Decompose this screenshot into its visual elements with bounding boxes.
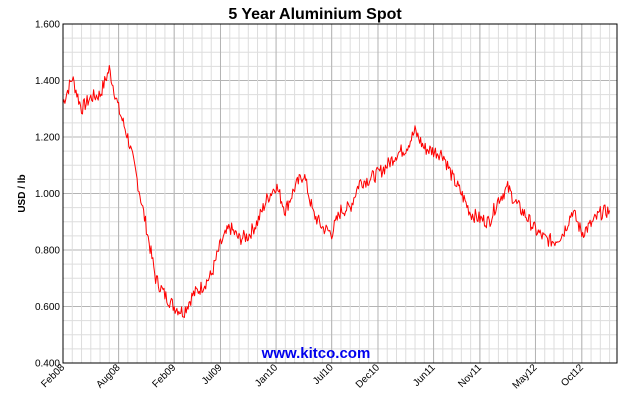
y-tick-label: 1.200 (35, 133, 60, 144)
x-tick-label: Dec10 (354, 362, 383, 391)
x-tick-label: Feb09 (150, 362, 178, 390)
watermark: www.kitco.com (261, 345, 371, 362)
x-tick-label: Jul09 (200, 362, 225, 387)
x-tick-label: Nov11 (456, 362, 484, 390)
x-tick-label: Jun11 (411, 362, 438, 389)
x-tick-label: Jan10 (253, 362, 280, 389)
chart-title: 5 Year Aluminium Spot (228, 6, 402, 23)
x-tick-labels: Feb08 Aug08 Feb09 Jul09 Jan10 Jul10 Dec10 Jun11… (39, 362, 586, 391)
y-tick-label: 0.800 (35, 246, 60, 257)
y-tick-label: 1.600 (35, 20, 60, 31)
y-tick-label: 1.000 (35, 189, 60, 200)
x-tick-label: Jul10 (311, 362, 336, 387)
series-group (62, 65, 611, 318)
y-tick-label: 0.600 (35, 302, 60, 313)
y-tick-labels: 0.400 0.600 0.800 1.000 1.200 1.400 1.600 (35, 20, 60, 370)
x-tick-label: Aug08 (94, 362, 123, 391)
series-line (62, 65, 611, 318)
x-tick-label: May12 (511, 362, 540, 391)
y-tick-label: 0.400 (35, 359, 60, 370)
y-axis-label: USD / lb (17, 174, 28, 212)
x-tick-label: Oct12 (559, 362, 586, 389)
y-tick-label: 1.400 (35, 76, 60, 87)
plot-border (62, 23, 618, 364)
